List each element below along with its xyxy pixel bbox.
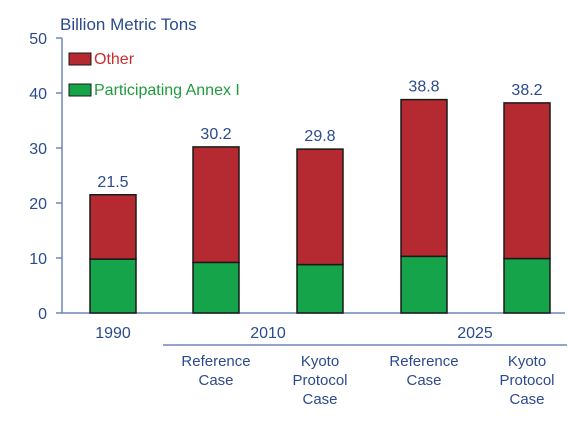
bar-annex: [296, 263, 344, 314]
total-labels: 21.5 30.2 29.8 38.8 38.2: [97, 79, 542, 191]
legend-swatch-other: [68, 52, 92, 66]
x-sub-label: Protocol: [499, 372, 554, 389]
legend-label-annex: Participating Annex I: [94, 82, 240, 99]
x-sub-label: Case: [198, 372, 233, 389]
total-label: 38.2: [511, 82, 542, 99]
total-label: 21.5: [97, 174, 128, 191]
x-group-label: 2010: [250, 325, 286, 342]
x-sub-label: Kyoto: [508, 353, 546, 370]
legend: Other Participating Annex I: [68, 51, 240, 99]
y-tick-label: 10: [29, 251, 47, 268]
y-tick-label: 30: [29, 141, 47, 158]
bar-annex: [89, 258, 137, 314]
x-sub-label: Protocol: [292, 372, 347, 389]
legend-swatch-annex: [68, 83, 92, 97]
bar-annex: [192, 261, 240, 314]
x-group-label: 2025: [457, 325, 493, 342]
bar-other: [400, 98, 448, 258]
bar-other: [89, 194, 137, 260]
legend-label-other: Other: [94, 51, 135, 68]
x-labels: 1990 2010ReferenceCaseKyotoProtocolCase20…: [95, 325, 567, 408]
y-tick-label: 40: [29, 86, 47, 103]
y-axis-title: Billion Metric Tons: [60, 15, 197, 34]
total-label: 29.8: [304, 128, 335, 145]
x-sub-label: Reference: [389, 353, 458, 370]
y-tick-label: 20: [29, 196, 47, 213]
x-group-label: 1990: [95, 325, 131, 342]
bar-annex: [400, 255, 448, 314]
bars: [89, 98, 551, 314]
x-sub-label: Reference: [181, 353, 250, 370]
total-label: 30.2: [200, 126, 231, 143]
y-tick-label: 50: [29, 31, 47, 48]
x-sub-label: Case: [509, 391, 544, 408]
total-label: 38.8: [408, 79, 439, 96]
x-sub-label: Kyoto: [301, 353, 339, 370]
bar-other: [192, 146, 240, 264]
x-sub-label: Case: [406, 372, 441, 389]
y-ticks: 0 10 20 30 40 50: [29, 31, 62, 323]
bar-other: [296, 148, 344, 266]
bar-annex: [503, 257, 551, 314]
x-sub-label: Case: [302, 391, 337, 408]
y-tick-label: 0: [38, 306, 47, 323]
bar-other: [503, 102, 551, 260]
